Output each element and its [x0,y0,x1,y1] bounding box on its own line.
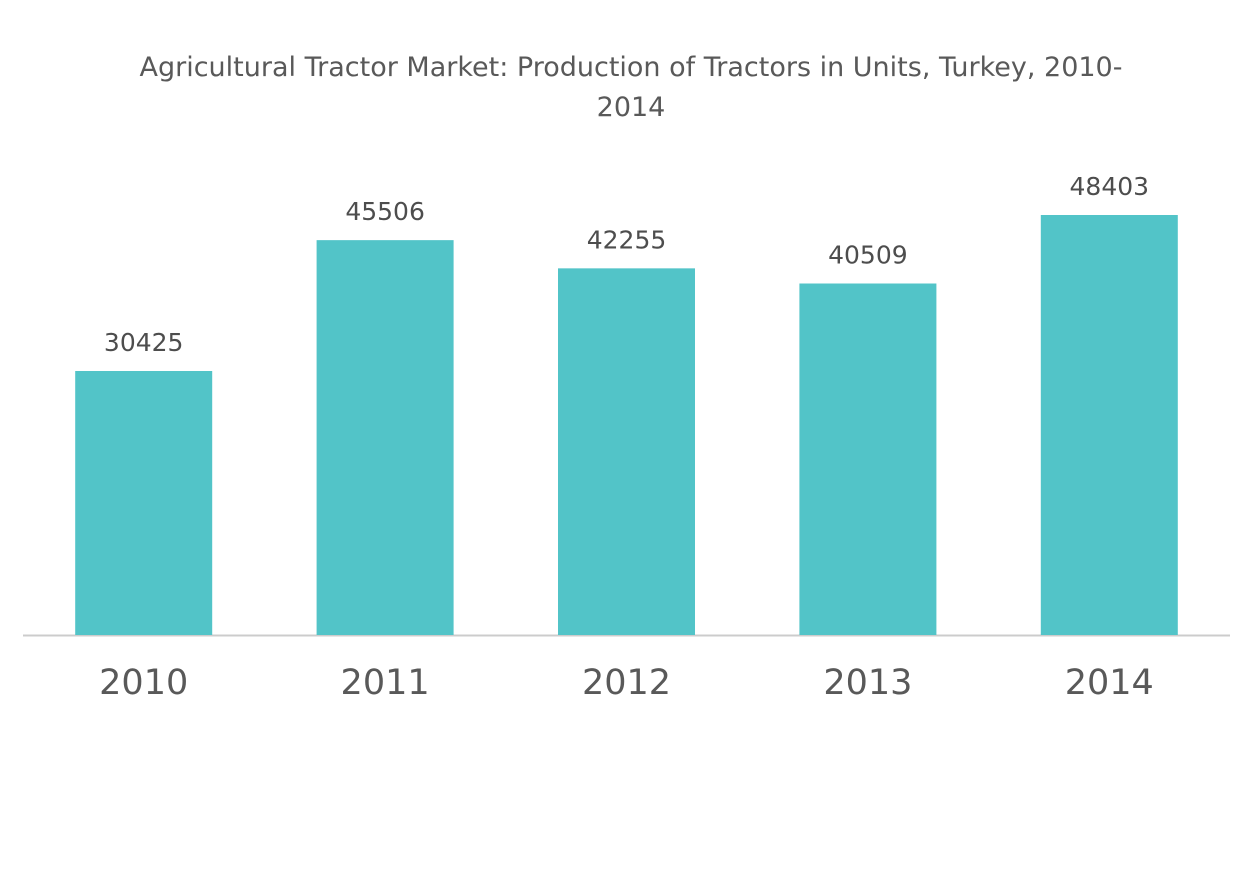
value-label: 40509 [828,240,908,269]
value-label: 45506 [345,197,425,226]
x-tick-label: 2014 [1065,663,1154,703]
bar [799,283,937,635]
chart-title: Agricultural Tractor Market: Production … [139,52,1123,123]
bar [558,268,695,635]
x-tick-label: 2010 [99,663,188,703]
value-label: 48403 [1070,172,1150,201]
value-label: 30425 [104,328,184,357]
x-tick-label: 2012 [582,663,671,703]
bar [75,370,213,635]
value-label: 42255 [587,225,667,254]
x-tick-label: 2013 [823,663,912,703]
x-tick-label: 2011 [341,663,430,703]
bar [316,240,454,635]
bar [1040,215,1178,635]
